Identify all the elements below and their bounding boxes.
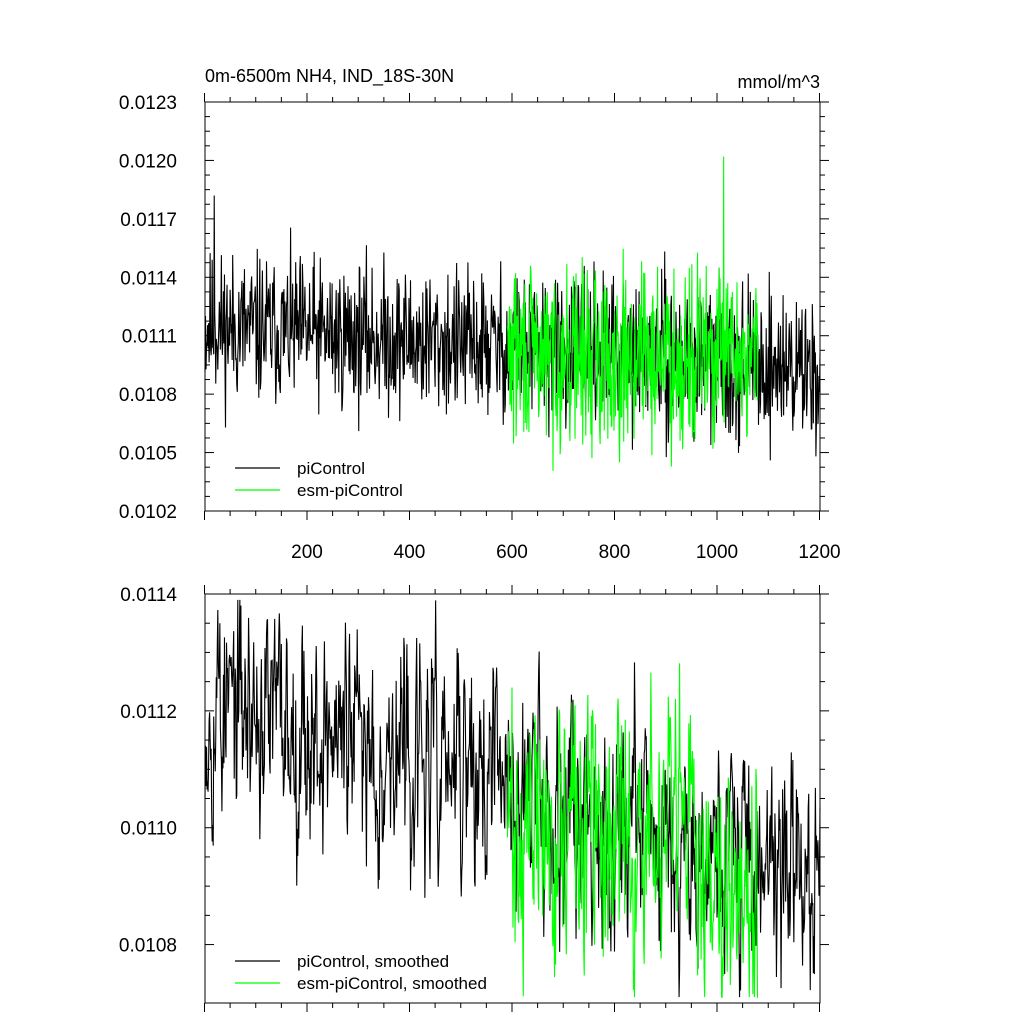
y-tick-label: 0.0120 [119,151,177,172]
top-series-lines [204,156,821,471]
y-tick-label: 0.0112 [120,702,177,723]
x-tick-label: 200 [291,542,323,563]
legend-label-picontrol-smoothed: piControl, smoothed [297,952,449,971]
y-tick-label: 0.0102 [119,502,177,523]
y-tick-label: 0.0105 [119,444,177,465]
bottom-axis-ticks: 0.0108 0.0110 0.0112 0.0114 [119,585,829,1012]
y-tick-label: 0.0108 [119,385,177,406]
bottom-chart: 0.0108 0.0110 0.0112 0.0114 piControl, smoo… [119,585,829,1012]
bottom-legend: piControl, smoothed esm-piControl, smoot… [235,952,487,993]
y-tick-label: 0.0114 [120,268,177,289]
top-axis-ticks: 0.0102 0.0105 0.0108 0.0111 0.0114 0.0117 0.01… [119,93,841,563]
x-tick-label: 1200 [798,542,840,563]
top-chart: 0m-6500m NH4, IND_18S-30N mmol/m^3 0.010… [119,66,841,563]
top-title-left: 0m-6500m NH4, IND_18S-30N [205,66,454,87]
x-tick-label: 1000 [696,542,738,563]
y-tick-label: 0.0110 [120,819,177,840]
bottom-series-lines [204,599,821,998]
series-line-bottom-1 [506,663,759,998]
legend-label-esm-picontrol-smoothed: esm-piControl, smoothed [297,974,487,993]
y-tick-label: 0.0114 [120,585,177,606]
y-tick-label: 0.0123 [119,93,177,114]
series-line-top-1 [506,156,759,471]
x-tick-label: 600 [496,542,528,563]
legend-label-picontrol: piControl [297,459,365,478]
x-tick-label: 400 [394,542,426,563]
y-tick-label: 0.0108 [119,936,177,957]
x-tick-label: 800 [599,542,631,563]
y-tick-label: 0.0111 [122,327,177,348]
y-tick-label: 0.0117 [120,210,177,231]
legend-label-esm-picontrol: esm-piControl [297,481,403,500]
top-legend: piControl esm-piControl [235,459,403,500]
top-title-right: mmol/m^3 [738,72,820,92]
